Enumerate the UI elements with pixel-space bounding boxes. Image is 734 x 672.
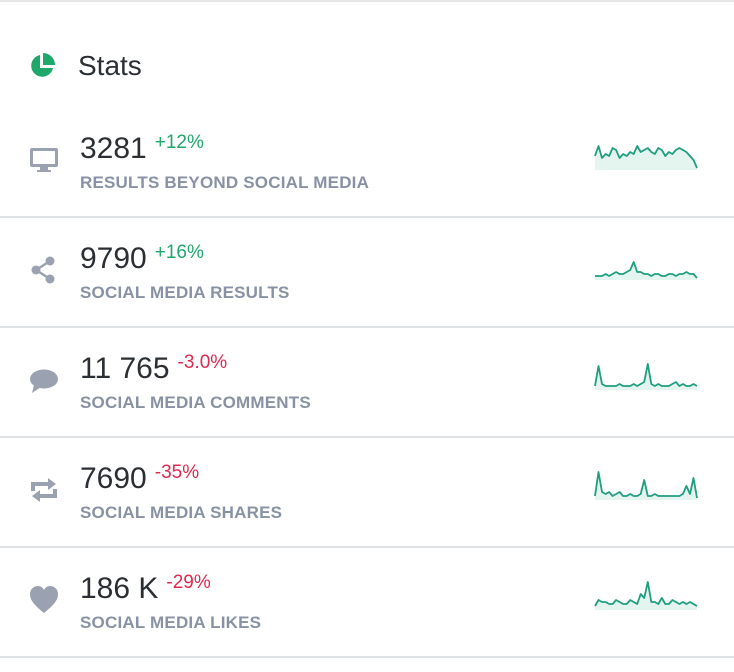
stat-change: -3.0% [177, 352, 228, 373]
heart-icon [28, 584, 60, 616]
sparkline [594, 464, 698, 512]
sparkline [594, 574, 698, 622]
stat-value: 7690 -35% [80, 462, 200, 495]
sparkline-area [595, 146, 697, 170]
sparkline [594, 134, 698, 182]
stat-row-social-results: 9790 +16% SOCIAL MEDIA RESULTS [0, 216, 734, 328]
share-icon [28, 254, 60, 286]
pie-chart-icon [31, 53, 55, 77]
sparkline-line [594, 363, 698, 387]
stat-value: 3281 +12% [80, 132, 204, 165]
stat-row-results-beyond: 3281 +12% RESULTS BEYOND SOCIAL MEDIA [0, 106, 734, 218]
stat-row-social-comments: 11 765 -3.0% SOCIAL MEDIA COMMENTS [0, 326, 734, 438]
stat-change: -35% [154, 462, 200, 483]
monitor-icon [28, 144, 60, 176]
top-divider [0, 0, 734, 2]
comment-icon [28, 364, 60, 396]
stat-label: SOCIAL MEDIA LIKES [80, 613, 262, 632]
stats-header: Stats [28, 46, 142, 86]
sparkline [594, 244, 698, 292]
stat-change: -29% [166, 572, 211, 593]
sparkline-line [595, 261, 698, 279]
sparkline-area [595, 262, 697, 280]
stat-value: 9790 +16% [80, 242, 204, 275]
sparkline [594, 354, 698, 402]
repeat-icon [28, 474, 60, 506]
sparkline-line [594, 581, 698, 607]
stat-label: SOCIAL MEDIA COMMENTS [80, 393, 311, 412]
stat-label: RESULTS BEYOND SOCIAL MEDIA [80, 173, 370, 192]
stat-label: SOCIAL MEDIA SHARES [80, 503, 283, 522]
stat-row-social-likes: 186 K -29% SOCIAL MEDIA LIKES [0, 546, 734, 658]
sparkline-line [594, 145, 698, 169]
stat-label: SOCIAL MEDIA RESULTS [80, 283, 290, 302]
stat-change: +16% [154, 242, 204, 263]
stat-value: 11 765 -3.0% [80, 352, 228, 385]
sparkline-line [594, 471, 698, 499]
sparkline-area [595, 472, 697, 500]
page-title: Stats [78, 50, 142, 81]
stat-change: +12% [154, 132, 204, 153]
stat-row-social-shares: 7690 -35% SOCIAL MEDIA SHARES [0, 436, 734, 548]
stat-value: 186 K -29% [80, 572, 211, 605]
